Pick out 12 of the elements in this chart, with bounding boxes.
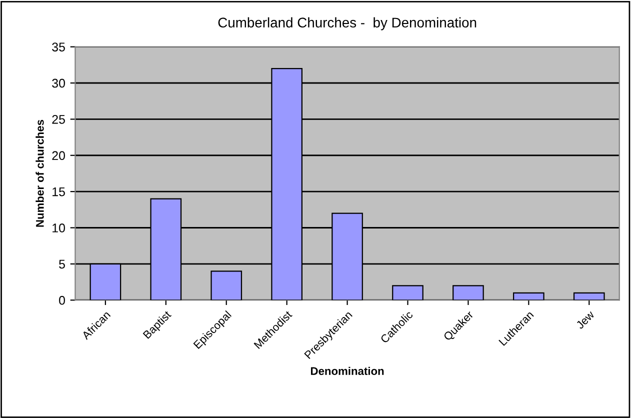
y-tick-label: 15 xyxy=(52,187,65,196)
x-axis-title: Denomination xyxy=(310,366,384,375)
chart-title: Cumberland Churches - by Denomination xyxy=(218,17,476,30)
y-tick-label: 30 xyxy=(52,78,65,88)
y-tick-label: 5 xyxy=(59,260,65,269)
y-tick-label: 35 xyxy=(52,42,65,52)
y-tick-label: 0 xyxy=(59,296,65,305)
x-tick-label: Jew xyxy=(576,310,595,330)
y-tick-label: 25 xyxy=(52,114,65,124)
y-axis-title: Number of churches xyxy=(36,120,44,227)
y-tick-label: 20 xyxy=(52,151,65,160)
y-tick-label: 10 xyxy=(52,224,65,232)
